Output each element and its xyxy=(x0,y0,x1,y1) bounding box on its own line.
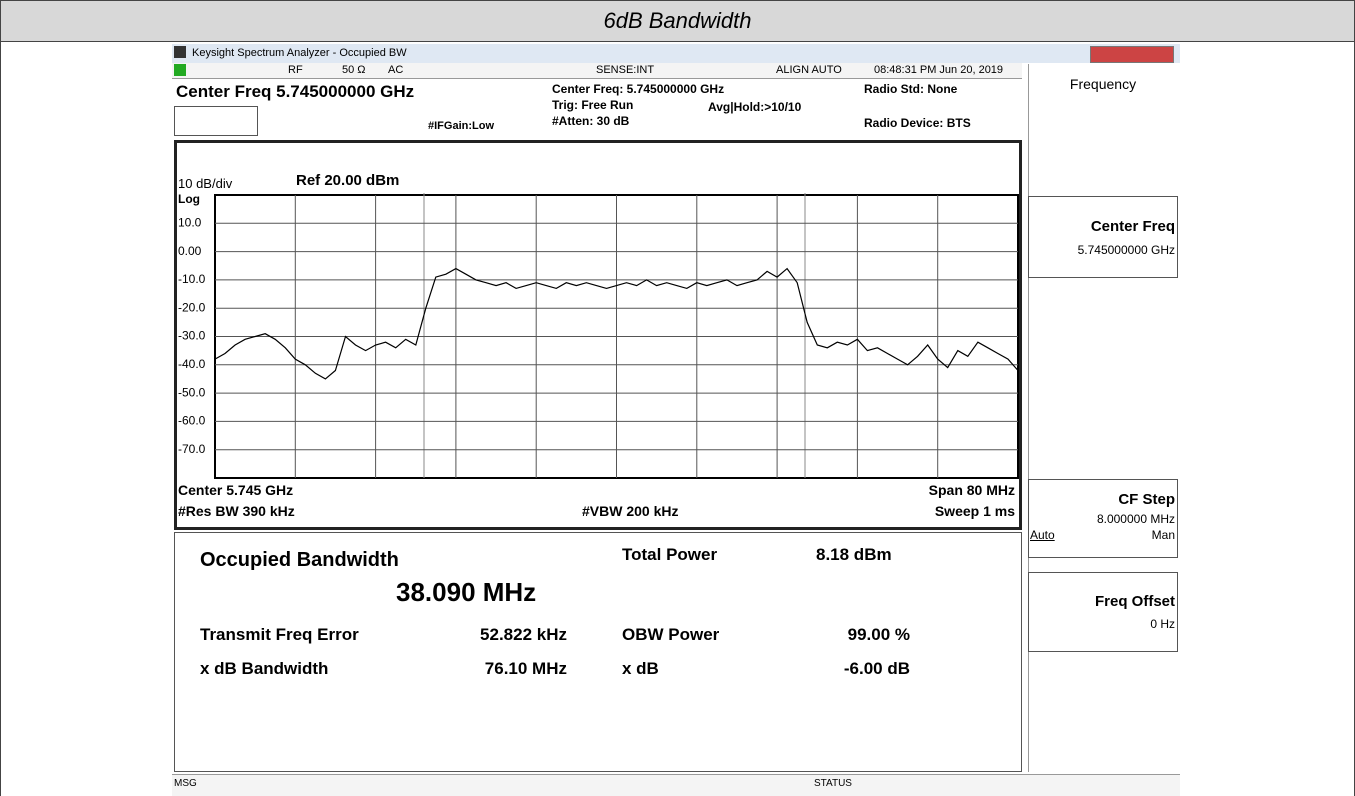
softkey-value: 5.745000000 GHz xyxy=(1077,243,1175,257)
results-title: Occupied Bandwidth xyxy=(200,549,399,571)
header-bar xyxy=(0,0,1355,42)
softkey-label: Freq Offset xyxy=(1094,593,1175,610)
status-strip xyxy=(172,63,1022,79)
chart-panel xyxy=(174,140,1022,530)
radio-std: Radio Std: None xyxy=(864,82,958,96)
status-item: ALIGN AUTO xyxy=(776,64,842,76)
ref-level: Ref 20.00 dBm xyxy=(296,172,400,189)
page-title: 6dB Bandwidth xyxy=(603,8,752,33)
scale-label: 10 dB/div xyxy=(178,176,233,191)
footer-vbw: #VBW 200 kHz xyxy=(582,503,679,519)
softkey-option[interactable]: Auto xyxy=(1030,528,1055,542)
footer-sweep: Sweep 1 ms xyxy=(934,503,1015,519)
status-item: 50 Ω xyxy=(342,64,366,76)
softkey[interactable] xyxy=(1028,479,1178,558)
window-titlebar xyxy=(172,44,1180,63)
softkey[interactable] xyxy=(1028,572,1178,652)
lxi-icon xyxy=(174,64,186,76)
result-label: OBW Power xyxy=(622,625,720,644)
softkey-value: 0 Hz xyxy=(1150,617,1175,631)
status-item: 08:48:31 PM Jun 20, 2019 xyxy=(874,64,1004,76)
footer-res-bw: #Res BW 390 kHz xyxy=(178,503,295,519)
menu-title: Frequency xyxy=(1069,76,1137,92)
atten: #Atten: 30 dB xyxy=(552,114,630,128)
softkey-label: Center Freq xyxy=(1090,218,1175,235)
result-value: -6.00 dB xyxy=(843,659,910,678)
msg-label: MSG xyxy=(174,778,197,789)
result-value: 99.00 % xyxy=(847,625,910,644)
result-label: Transmit Freq Error xyxy=(200,625,359,644)
y-scale: Log xyxy=(178,192,200,206)
window-controls[interactable] xyxy=(1090,46,1174,63)
entry-box[interactable] xyxy=(174,106,258,136)
trig: Trig: Free Run xyxy=(552,98,634,112)
status-item: AC xyxy=(388,64,404,76)
results-value: 38.090 MHz xyxy=(396,577,537,607)
result-label: x dB Bandwidth xyxy=(200,659,329,678)
avg-hold: Avg|Hold:>10/10 xyxy=(708,100,802,114)
if-gain: #IFGain:Low xyxy=(428,120,494,132)
status-label: STATUS xyxy=(814,778,852,789)
result-value: 52.822 kHz xyxy=(480,625,567,644)
center-freq: Center Freq 5.745000000 GHz xyxy=(176,82,415,101)
footer-center: Center 5.745 GHz xyxy=(178,482,294,498)
window-title: Keysight Spectrum Analyzer - Occupied BW xyxy=(192,47,407,59)
softkey-option[interactable]: Man xyxy=(1151,528,1175,542)
radio-device: Radio Device: BTS xyxy=(864,116,971,130)
results-panel xyxy=(174,532,1022,772)
softkey-panel xyxy=(1028,64,1181,772)
softkey-label: CF Step xyxy=(1118,491,1175,508)
center-freq-info: Center Freq: 5.745000000 GHz xyxy=(552,82,725,96)
status-item: RF xyxy=(288,64,303,76)
softkey-value: 8.000000 MHz xyxy=(1096,512,1175,526)
total-power: 8.18 dBm xyxy=(816,545,892,564)
footer-span: Span 80 MHz xyxy=(928,482,1015,498)
message-bar xyxy=(172,774,1180,796)
result-value: 76.10 MHz xyxy=(484,659,567,678)
softkey[interactable] xyxy=(1028,196,1178,278)
status-item: SENSE:INT xyxy=(596,64,655,76)
result-label: x dB xyxy=(622,659,659,678)
total-power-label: Total Power xyxy=(622,545,718,564)
app-icon xyxy=(174,46,186,58)
